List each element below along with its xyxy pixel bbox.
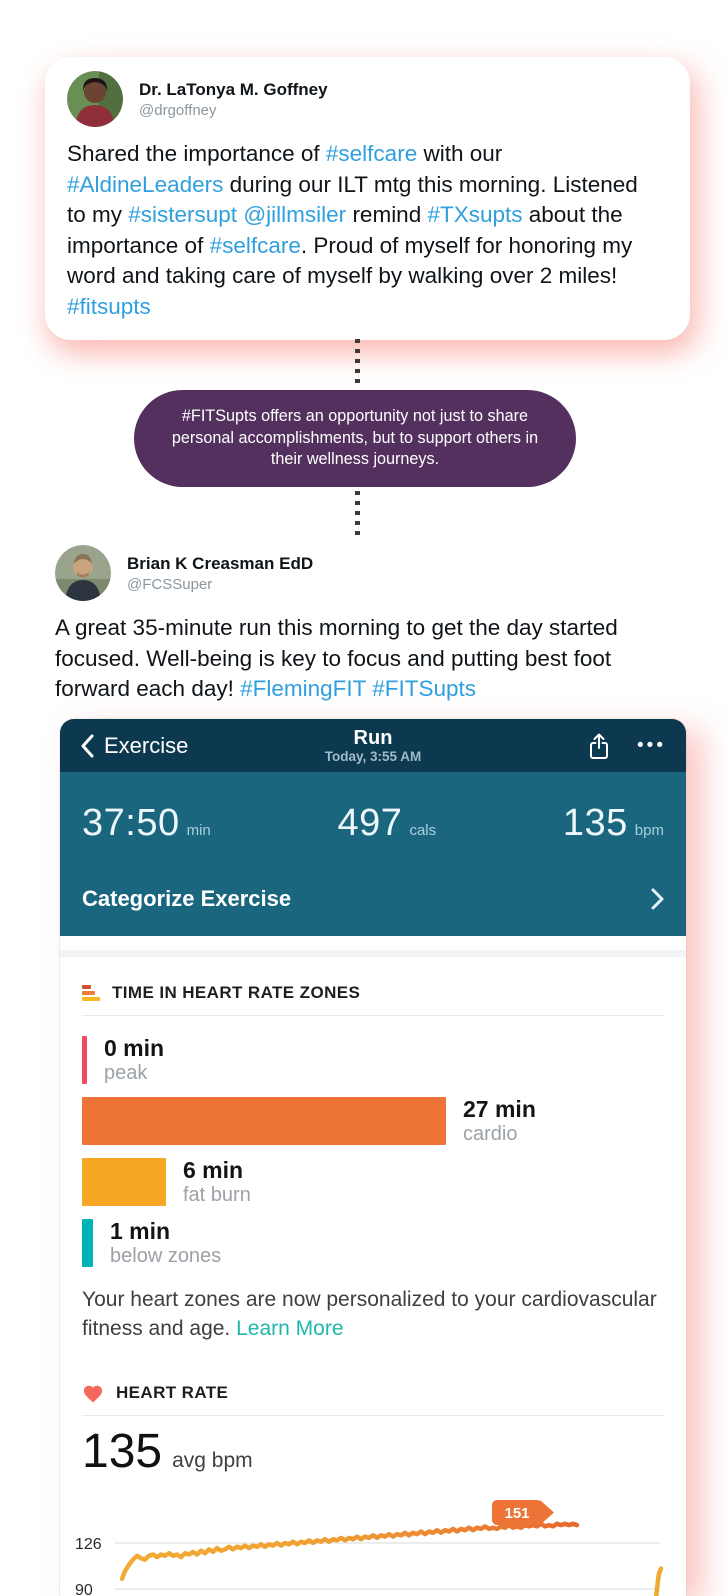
stat-heart-rate: 135 bpm (563, 802, 664, 845)
heart-rate-zones-section: TIME IN HEART RATE ZONES 0 min peak 27 m… (82, 983, 664, 1343)
heart-rate-line (119, 1521, 580, 1582)
zone-row-below-zones: 1 min below zones (82, 1218, 664, 1267)
tweet-author-name: Dr. LaTonya M. Goffney (139, 79, 328, 99)
fitness-app-screenshot: Exercise Run Today, 3:55 AM ••• (60, 719, 686, 1596)
zone-minutes: 1 min (110, 1218, 171, 1244)
inline-link[interactable]: #fitsupts (67, 293, 151, 319)
back-label: Exercise (104, 732, 189, 758)
section-divider-band (60, 950, 686, 957)
max-heart-rate-badge: 151 (492, 1500, 554, 1525)
zone-minutes: 27 min (463, 1096, 536, 1122)
stat-unit: min (186, 822, 211, 839)
zone-row-cardio: 27 min cardio (82, 1096, 664, 1145)
stat-value: 37:50 (82, 802, 180, 844)
inline-link[interactable]: #FITSupts (372, 676, 477, 701)
zone-row-peak: 0 min peak (82, 1035, 664, 1084)
share-icon[interactable] (587, 732, 611, 760)
workout-stats-panel: 37:50 min 497 cals 135 bpm Categorize Exerc… (60, 772, 686, 936)
stat-unit: bpm (634, 822, 664, 839)
text-segment: remind (346, 202, 428, 227)
dotted-connector-bottom (355, 491, 360, 539)
zone-label: cardio (463, 1123, 518, 1145)
tweet-card-2: Brian K Creasman EdD @FCSSuper A great 3… (55, 545, 695, 705)
avg-heart-rate: 135 avg bpm (82, 1424, 664, 1479)
inline-link[interactable]: #TXsupts (427, 202, 523, 227)
text-segment: Shared the importance of (67, 141, 326, 166)
categorize-label: Categorize Exercise (82, 886, 292, 911)
workout-title: Run (353, 726, 393, 749)
inline-link[interactable]: @jillmsiler (243, 202, 347, 227)
inline-link[interactable]: #sistersupt (128, 202, 238, 227)
zones-header: TIME IN HEART RATE ZONES (82, 983, 664, 1016)
app-body: TIME IN HEART RATE ZONES 0 min peak 27 m… (60, 936, 686, 1596)
stat-value: 135 (562, 802, 628, 844)
stat-duration: 37:50 min (82, 802, 211, 845)
zone-row-fat-burn: 6 min fat burn (82, 1157, 664, 1206)
ytick-126: 126 (75, 1536, 102, 1553)
avatar (67, 71, 123, 127)
stat-value: 497 (337, 802, 403, 844)
more-button[interactable]: ••• (637, 734, 666, 756)
inline-link[interactable]: #FlemingFIT (240, 676, 366, 701)
callout-text: #FITSupts offers an opportunity not just… (171, 407, 539, 468)
heart-icon (83, 1385, 103, 1403)
stat-unit: cals (409, 822, 437, 839)
heart-rate-header: HEART RATE (82, 1383, 664, 1416)
zone-minutes: 6 min (183, 1157, 244, 1183)
back-button[interactable]: Exercise (80, 733, 188, 759)
chevron-left-icon (81, 734, 94, 757)
tweet-author-handle: @drgoffney (139, 101, 217, 119)
tweet-author-name: Brian K Creasman EdD (127, 553, 314, 573)
inline-link[interactable]: #AldineLeaders (67, 171, 224, 197)
zones-note: Your heart zones are now personalized to… (82, 1285, 657, 1343)
zones-header-label: TIME IN HEART RATE ZONES (112, 983, 361, 1002)
avatar (55, 545, 111, 601)
tweet-identity: Dr. LaTonya M. Goffney @drgoffney (139, 79, 328, 120)
zone-bar (82, 1097, 446, 1145)
tweet-header: Dr. LaTonya M. Goffney @drgoffney (67, 71, 666, 127)
zone-bar (82, 1036, 87, 1084)
avg-unit: avg bpm (172, 1449, 253, 1472)
tweet-body: Shared the importance of #selfcare with … (67, 139, 652, 322)
workout-timestamp: Today, 3:55 AM (324, 748, 422, 764)
categorize-exercise-button[interactable]: Categorize Exercise (82, 886, 664, 912)
stat-calories: 497 cals (338, 802, 437, 845)
bar-chart-icon (82, 985, 100, 1001)
inline-link[interactable]: Learn More (236, 1317, 344, 1340)
inline-link[interactable]: #selfcare (325, 141, 418, 166)
stat-row: 37:50 min 497 cals 135 bpm (82, 802, 664, 845)
avg-value: 135 (82, 1425, 163, 1478)
text-segment: . Proud of myself for honoring my word a… (67, 232, 639, 289)
zone-minutes: 0 min (104, 1035, 165, 1061)
dotted-connector-top (355, 339, 360, 387)
text-segment: with our (417, 141, 509, 166)
heart-rate-chart: 126 90 151 (75, 1500, 664, 1596)
zone-bar (82, 1219, 93, 1267)
chevron-right-icon (651, 888, 664, 910)
tweet-body: A great 35-minute run this morning to ge… (55, 613, 640, 705)
text-segment: about the importance of (67, 202, 629, 258)
cooldown-line-rise (653, 1566, 664, 1596)
text-segment: A great 35-minute run this morning to ge… (55, 615, 625, 701)
nav-actions: ••• (587, 732, 666, 760)
tweet-identity: Brian K Creasman EdD @FCSSuper (127, 553, 313, 594)
zone-label: fat burn (183, 1184, 251, 1206)
zone-label: peak (104, 1062, 148, 1084)
text-segment: during our ILT mtg this morning. Listene… (67, 171, 645, 228)
callout-bubble: #FITSupts offers an opportunity not just… (134, 390, 576, 487)
heart-rate-section: HEART RATE 135 avg bpm (75, 1383, 664, 1596)
tweet-card-1: Dr. LaTonya M. Goffney @drgoffney Shared… (45, 57, 690, 340)
zone-rows: 0 min peak 27 min cardio (82, 1035, 664, 1267)
tweet-header: Brian K Creasman EdD @FCSSuper (55, 545, 695, 601)
zone-label: below zones (110, 1245, 222, 1267)
app-navbar: Exercise Run Today, 3:55 AM ••• (60, 719, 686, 772)
max-heart-rate-value: 151 (504, 1505, 529, 1522)
heart-rate-header-label: HEART RATE (116, 1383, 229, 1402)
zone-bar (82, 1158, 166, 1206)
ytick-90: 90 (75, 1582, 93, 1596)
text-segment: Your heart zones are now personalized to… (82, 1288, 657, 1340)
tweet-author-handle: @FCSSuper (127, 575, 213, 593)
inline-link[interactable]: #selfcare (209, 232, 301, 258)
